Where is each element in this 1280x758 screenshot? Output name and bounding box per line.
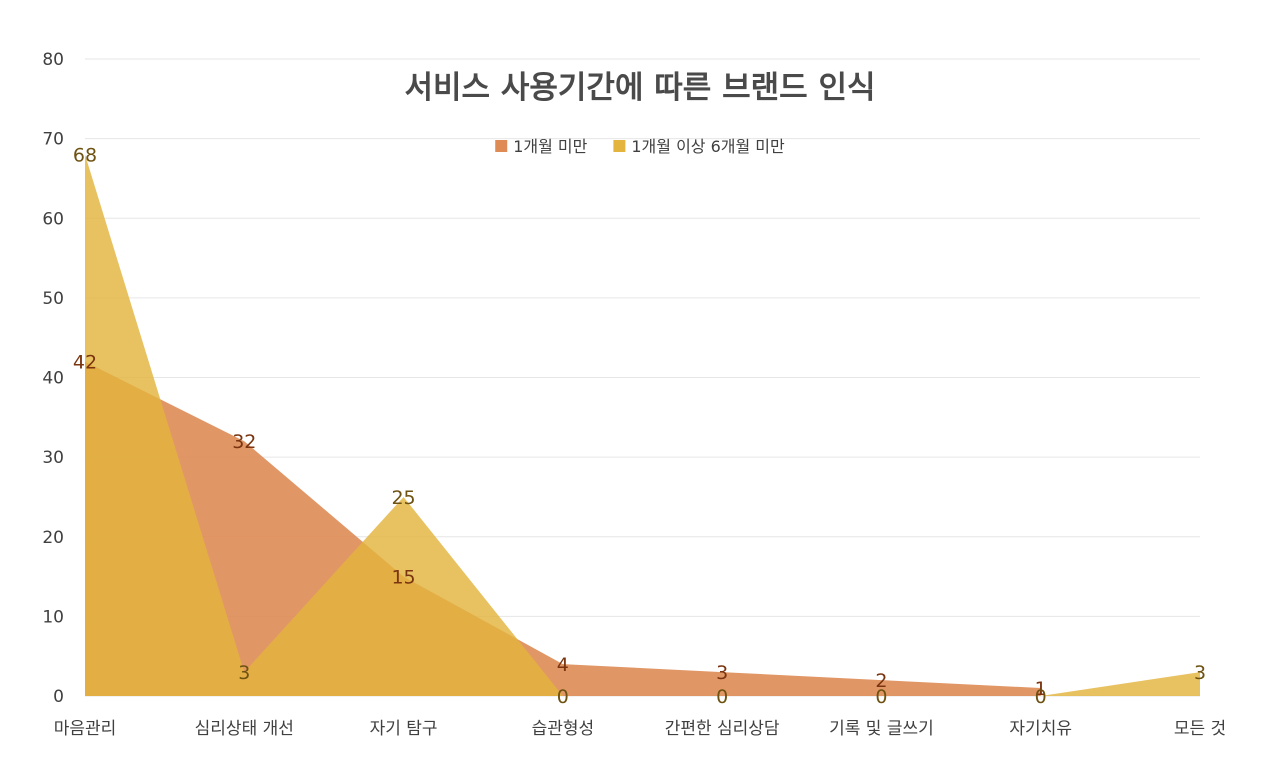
data-label: 3 xyxy=(238,662,250,684)
legend-label: 1개월 이상 6개월 미만 xyxy=(631,137,785,156)
y-tick-label: 80 xyxy=(42,50,64,70)
y-tick-label: 10 xyxy=(42,607,64,627)
x-tick-label: 자기치유 xyxy=(1009,719,1072,739)
legend-item[interactable]: 1개월 미만 xyxy=(495,137,588,156)
legend-label: 1개월 미만 xyxy=(513,137,587,156)
data-label: 68 xyxy=(73,145,97,167)
x-axis-ticks: 마음관리 심리상태 개선 자기 탐구 습관형성 간편한 심리상담 기록 및 글쓰기 자기치유… xyxy=(54,719,1226,739)
y-tick-label: 60 xyxy=(42,209,64,229)
x-tick-label: 간편한 심리상담 xyxy=(665,719,780,739)
x-tick-label: 자기 탐구 xyxy=(370,719,438,739)
y-tick-label: 40 xyxy=(42,369,64,389)
y-axis-ticks: 0 10 20 30 40 50 60 70 80 xyxy=(42,50,64,707)
x-tick-label: 기록 및 글쓰기 xyxy=(829,719,934,739)
y-tick-label: 0 xyxy=(53,687,64,707)
data-label: 3 xyxy=(716,662,728,684)
data-label: 15 xyxy=(391,567,415,589)
data-label: 0 xyxy=(716,686,728,708)
legend: 1개월 미만 1개월 이상 6개월 미만 xyxy=(495,137,785,156)
data-label: 42 xyxy=(73,352,97,374)
series-areas xyxy=(85,154,1200,697)
data-label: 3 xyxy=(1194,662,1206,684)
data-label: 0 xyxy=(1035,686,1047,708)
x-tick-label: 마음관리 xyxy=(54,719,117,739)
y-tick-label: 70 xyxy=(42,130,64,150)
data-label: 32 xyxy=(232,431,256,453)
data-label: 1 xyxy=(1035,678,1047,700)
y-tick-label: 30 xyxy=(42,448,64,468)
data-label: 4 xyxy=(557,654,569,676)
data-label: 25 xyxy=(391,487,415,509)
series-area xyxy=(85,154,1200,697)
chart-title: 서비스 사용기간에 따른 브랜드 인식 xyxy=(405,70,876,106)
legend-swatch xyxy=(613,140,626,152)
x-tick-label: 심리상태 개선 xyxy=(195,719,294,739)
data-label: 2 xyxy=(875,670,887,692)
x-tick-label: 모든 것 xyxy=(1174,719,1226,739)
y-tick-label: 20 xyxy=(42,528,64,548)
data-label: 0 xyxy=(557,686,569,708)
legend-swatch xyxy=(495,140,508,152)
x-tick-label: 습관형성 xyxy=(532,719,595,739)
data-label: 0 xyxy=(875,686,887,708)
legend-item[interactable]: 1개월 이상 6개월 미만 xyxy=(613,137,785,156)
y-tick-label: 50 xyxy=(42,289,64,309)
